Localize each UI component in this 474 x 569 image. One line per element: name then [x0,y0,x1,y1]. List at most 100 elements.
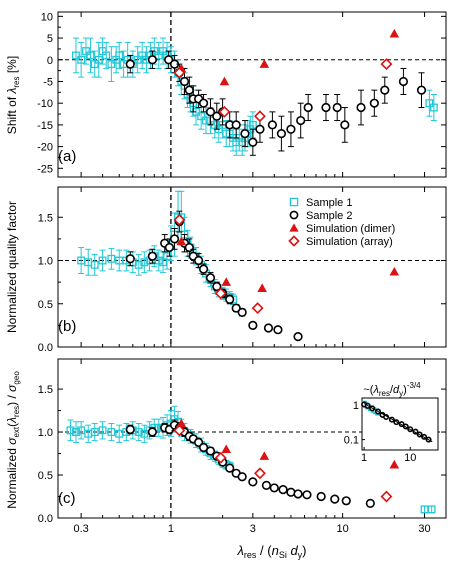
panel-b-point-sample2 [293,332,303,342]
panel-a-point-sample2 [369,98,379,108]
panel-b-frame [57,186,447,348]
panel-c-point-sample2 [278,485,288,495]
panel-b-ytick-label: 0.0 [38,342,53,354]
panel-b-point-sample2 [205,273,216,283]
panel-c-ylabel: Normalized σext(λres) / σgeo [5,371,21,509]
panel-b-ylabel: Normalized quality factor [5,201,19,333]
panel-a-point-sample1 [115,51,124,60]
panel-c-point-sample2 [365,498,375,508]
panel-a-point-sample2 [332,102,342,113]
panel-a-point-sample1 [133,55,142,64]
panel-b-point-array [251,302,264,315]
inset-ytick-label: 1 [353,400,359,412]
panel-b-point-dimer [176,236,187,246]
panel-c-point-sample2 [261,480,272,490]
panel-c-point-array [173,424,186,437]
panel-c-point-sample2 [248,477,258,487]
panel-b-label: (b) [58,318,76,335]
panel-c-point-sample1 [72,428,80,437]
panel-c-point-sample2 [302,490,312,500]
panel-a-point-sample2 [164,55,174,65]
panel-b-ytick-label: 1.0 [38,256,53,268]
legend-marker-sample1 [289,197,299,207]
panel-a-point-sample2 [147,55,157,65]
panel-b-point-sample2 [125,254,135,264]
panel-a-point-array [254,110,266,123]
panel-c-point-sample2 [341,496,351,506]
panel-c-point-sample1 [134,428,143,437]
panel-b-point-sample2 [225,294,235,305]
panel-a-point-sample1 [248,120,257,129]
panel-c-point-sample2 [147,427,157,437]
panel-b-point-dimer [389,266,400,276]
panel-a-frame [57,11,447,178]
panel-a-point-sample1 [154,51,163,60]
panel-a-point-dimer [259,59,270,68]
panel-a-point-sample2 [321,102,331,113]
panel-a-point-sample2 [125,59,135,69]
panel-b-point-sample1 [107,254,116,263]
panel-a-point-sample1 [94,55,103,64]
panel-a-ytick-label: 10 [41,11,53,23]
panel-a-point-sample2 [212,111,222,121]
legend-marker-dimer [289,223,299,232]
panel-b-point-dimer [221,277,232,286]
panel-a-point-sample2 [356,102,366,113]
x-tick-label: 0.3 [73,523,88,535]
panel-a-point-sample2 [267,120,278,130]
legend-marker-array [288,235,300,247]
plot-layer: 10 5 0 -5 -10 -15 -20 -25 0.0 0.5 1.0 1.5 0.0 0.5 1.0 1… [37,11,447,535]
panel-b-point-sample2 [194,255,204,266]
panel-b-point-sample2 [164,242,175,253]
panel-a-point-array [173,66,186,79]
panel-b-ytick-label: 0.5 [38,299,53,311]
panel-b-point-sample1 [154,256,163,265]
panel-a-ytick-label: -15 [37,120,53,132]
legend-marker-sample2 [289,210,299,220]
panel-b-point-sample2 [237,307,247,318]
x-tick-label: 10 [336,523,348,535]
panel-a-point-sample2 [340,120,350,130]
panel-b-point-sample2 [169,234,180,244]
panel-a-point-sample1 [429,103,438,112]
panel-c-point-sample1 [66,426,75,435]
panel-a-ytick-label: 0 [47,55,53,67]
panel-b-point-array [173,213,186,226]
panel-b-point-sample2 [273,325,283,335]
panel-a-point-array [380,58,393,71]
panel-a-point-sample1 [425,99,434,108]
panel-b-point-dimer [257,283,267,292]
panel-c-point-array [380,490,393,503]
panel-b-point-sample2 [212,281,222,292]
panel-a: 10 5 0 -5 -10 -15 -20 -25 [37,11,447,178]
panel-a-point-sample2 [231,120,241,130]
panel-a-point-sample2 [398,76,409,87]
panel-a-point-sample1 [202,116,210,125]
panel-c-point-sample2 [198,442,209,453]
panel-c-ytick-label: 1.0 [38,427,53,439]
panel-b-point-sample1 [98,256,107,265]
panel-b-point-sample2 [184,242,194,253]
panel-c-point-sample2 [316,491,326,502]
inset-xtick-label: 10 [404,452,416,464]
panel-b-ytick-label: 1.5 [38,212,53,224]
panel-a-point-sample1 [86,51,95,60]
panel-c-point-sample1 [107,428,116,437]
panel-c-point-sample2 [205,446,216,456]
panel-c-point-sample2 [330,494,340,504]
panel-b-point-sample1 [90,260,99,269]
panel-a-point-dimer [389,28,400,38]
panel-a-point-sample1 [77,55,86,64]
panel-a-point-sample1 [138,51,147,60]
panel-b-point-sample1 [140,258,149,267]
panel-a-point-sample2 [380,85,390,95]
panel-b-series-dimer [176,236,400,292]
panel-b-point-sample2 [198,264,209,274]
panel-a-ytick-label: 5 [47,33,53,45]
panel-b-series-sample2 [125,210,303,342]
panel-a-ytick-label: -10 [37,98,53,110]
panel-c-point-sample2 [225,463,235,473]
